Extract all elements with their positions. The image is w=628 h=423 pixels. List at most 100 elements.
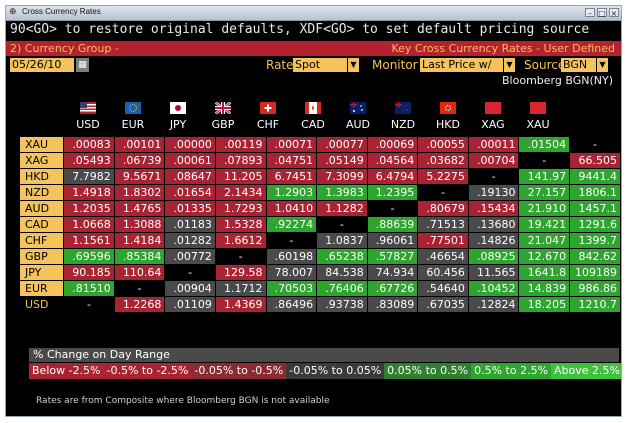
rate-cell[interactable]: .08925 xyxy=(468,249,519,264)
rate-cell[interactable]: .01109 xyxy=(165,297,215,312)
rate-cell[interactable]: 129.58 xyxy=(215,265,266,280)
rate-cell[interactable]: .04564 xyxy=(367,153,418,168)
rate-cell[interactable]: .70503 xyxy=(266,281,317,296)
rate-cell[interactable]: .13680 xyxy=(468,217,519,232)
rate-cell[interactable]: .00101 xyxy=(114,137,165,152)
rate-cell[interactable]: 11.205 xyxy=(215,169,266,184)
rate-cell[interactable]: 7.7982 xyxy=(64,169,114,184)
calendar-icon[interactable]: ▦ xyxy=(76,58,89,72)
rate-cell[interactable]: 1399.7 xyxy=(570,233,620,248)
rate-cell[interactable]: .07893 xyxy=(215,153,266,168)
rate-cell[interactable]: .69596 xyxy=(64,249,114,264)
rate-cell[interactable]: 6.4794 xyxy=(367,169,418,184)
rate-cell[interactable]: .00011 xyxy=(468,137,519,152)
rate-cell[interactable]: - xyxy=(114,281,165,296)
rate-cell[interactable]: .67035 xyxy=(418,297,468,312)
rate-cell[interactable]: 21.047 xyxy=(519,233,570,248)
row-label[interactable]: USD xyxy=(20,297,64,312)
rate-cell[interactable]: 9.5671 xyxy=(114,169,165,184)
rate-cell[interactable]: 1.1561 xyxy=(64,233,114,248)
row-label[interactable]: JPY xyxy=(20,265,64,280)
rate-cell[interactable]: 21.910 xyxy=(519,201,570,216)
rate-cell[interactable]: 1210.7 xyxy=(570,297,620,312)
rate-cell[interactable]: 1.8302 xyxy=(114,185,165,200)
rate-cell[interactable]: .15434 xyxy=(468,201,519,216)
row-label[interactable]: NZD xyxy=(20,185,64,200)
rate-cell[interactable]: 1.7293 xyxy=(215,201,266,216)
row-label[interactable]: GBP xyxy=(20,249,64,264)
row-label[interactable]: HKD xyxy=(20,169,64,184)
rate-cell[interactable]: .10452 xyxy=(468,281,519,296)
rate-cell[interactable]: .76406 xyxy=(317,281,367,296)
row-label[interactable]: EUR xyxy=(20,281,64,296)
col-header-xag[interactable]: XAG xyxy=(471,102,515,132)
col-header-gbp[interactable]: GBP xyxy=(201,102,245,132)
rate-cell[interactable]: .01654 xyxy=(165,185,215,200)
minimize-button[interactable]: – xyxy=(585,8,595,18)
rate-cell[interactable]: 1.4369 xyxy=(215,297,266,312)
rate-cell[interactable]: 986.86 xyxy=(570,281,620,296)
rate-cell[interactable]: 1.0837 xyxy=(317,233,367,248)
rate-cell[interactable]: .57827 xyxy=(367,249,418,264)
close-button[interactable]: × xyxy=(609,8,619,18)
row-label[interactable]: XAG xyxy=(20,153,64,168)
currency-group-menu[interactable]: 2) Currency Group - xyxy=(10,42,119,55)
rate-cell[interactable]: .46654 xyxy=(418,249,468,264)
rate-cell[interactable]: .65238 xyxy=(317,249,367,264)
rate-cell[interactable]: 1806.1 xyxy=(570,185,620,200)
rate-cell[interactable]: 1.2903 xyxy=(266,185,317,200)
rate-cell[interactable]: 1.4765 xyxy=(114,201,165,216)
rate-cell[interactable]: .00704 xyxy=(468,153,519,168)
rate-cell[interactable]: 1.2395 xyxy=(367,185,418,200)
col-header-hkd[interactable]: HKD xyxy=(426,102,470,132)
rate-cell[interactable]: .88639 xyxy=(367,217,418,232)
rate-cell[interactable]: 12.670 xyxy=(519,249,570,264)
rate-cell[interactable]: 1457.1 xyxy=(570,201,620,216)
rate-cell[interactable]: 2.1434 xyxy=(215,185,266,200)
rate-cell[interactable]: .96061 xyxy=(367,233,418,248)
rate-cell[interactable]: 78.007 xyxy=(266,265,317,280)
rate-cell[interactable]: 84.538 xyxy=(317,265,367,280)
rate-cell[interactable]: 1.5328 xyxy=(215,217,266,232)
rate-cell[interactable]: .00071 xyxy=(266,137,317,152)
rate-cell[interactable]: .00055 xyxy=(418,137,468,152)
rate-cell[interactable]: .00772 xyxy=(165,249,215,264)
rate-cell[interactable]: 14.839 xyxy=(519,281,570,296)
rate-cell[interactable]: 1.2268 xyxy=(114,297,165,312)
rate-cell[interactable]: - xyxy=(418,185,468,200)
rate-cell[interactable]: 109189 xyxy=(570,265,620,280)
date-field[interactable]: 05/26/10 xyxy=(10,58,74,72)
rate-cell[interactable]: .08647 xyxy=(165,169,215,184)
rate-cell[interactable]: 66.505 xyxy=(570,153,620,168)
rate-cell[interactable]: 1.4184 xyxy=(114,233,165,248)
col-header-nzd[interactable]: NZD xyxy=(381,102,425,132)
rate-cell[interactable]: .05493 xyxy=(64,153,114,168)
rate-cell[interactable]: 110.64 xyxy=(114,265,165,280)
rate-cell[interactable]: .00119 xyxy=(215,137,266,152)
rate-cell[interactable]: 1291.6 xyxy=(570,217,620,232)
rate-cell[interactable]: .77501 xyxy=(418,233,468,248)
rate-cell[interactable]: 1.1282 xyxy=(317,201,367,216)
rate-cell[interactable]: .19130 xyxy=(468,185,519,200)
rate-cell[interactable]: .54640 xyxy=(418,281,468,296)
rate-cell[interactable]: - xyxy=(317,217,367,232)
rate-cell[interactable]: 1.0668 xyxy=(64,217,114,232)
row-label[interactable]: CHF xyxy=(20,233,64,248)
rate-cell[interactable]: .06739 xyxy=(114,153,165,168)
rate-cell[interactable]: .67726 xyxy=(367,281,418,296)
rate-cell[interactable]: - xyxy=(468,169,519,184)
rate-cell[interactable]: .86496 xyxy=(266,297,317,312)
col-header-eur[interactable]: EUR xyxy=(111,102,155,132)
rate-cell[interactable]: 19.421 xyxy=(519,217,570,232)
rate-cell[interactable]: 141.97 xyxy=(519,169,570,184)
rate-cell[interactable]: 60.456 xyxy=(418,265,468,280)
row-label[interactable]: XAU xyxy=(20,137,64,152)
rate-select[interactable]: Spot xyxy=(293,58,347,72)
rate-cell[interactable]: 1.3983 xyxy=(317,185,367,200)
rate-cell[interactable]: 74.934 xyxy=(367,265,418,280)
rate-cell[interactable]: 6.7451 xyxy=(266,169,317,184)
rate-cell[interactable]: .14826 xyxy=(468,233,519,248)
rate-cell[interactable]: .85384 xyxy=(114,249,165,264)
rate-cell[interactable]: .60198 xyxy=(266,249,317,264)
source-dropdown-icon[interactable]: ▼ xyxy=(596,58,608,72)
